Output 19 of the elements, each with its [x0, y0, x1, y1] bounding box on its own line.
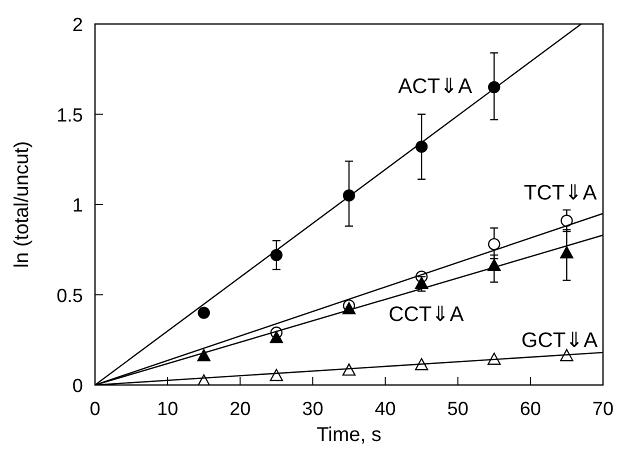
x-tick-label: 30	[302, 399, 324, 420]
y-tick-label: 1.5	[56, 105, 83, 126]
series-label: ACT⇓A	[398, 75, 472, 98]
y-axis-title: ln (total/uncut)	[11, 141, 33, 268]
series-label: CCT⇓A	[388, 302, 464, 326]
x-tick-label: 40	[374, 399, 396, 420]
x-axis-title: Time, s	[316, 424, 382, 446]
x-tick-label: 50	[447, 399, 468, 420]
x-tick-label: 60	[520, 399, 541, 420]
y-tick-label: 0.5	[56, 286, 83, 307]
y-tick-label: 2	[72, 15, 83, 36]
series-label: TCT⇓A	[524, 182, 597, 205]
x-tick-label: 10	[157, 399, 178, 420]
x-tick-label: 70	[592, 399, 614, 420]
y-tick-label: 0	[72, 376, 83, 397]
x-tick-label: 20	[230, 399, 251, 420]
series-label: GCT⇓A	[521, 329, 598, 352]
x-tick-label: 0	[90, 399, 100, 420]
y-tick-label: 1	[72, 196, 83, 216]
